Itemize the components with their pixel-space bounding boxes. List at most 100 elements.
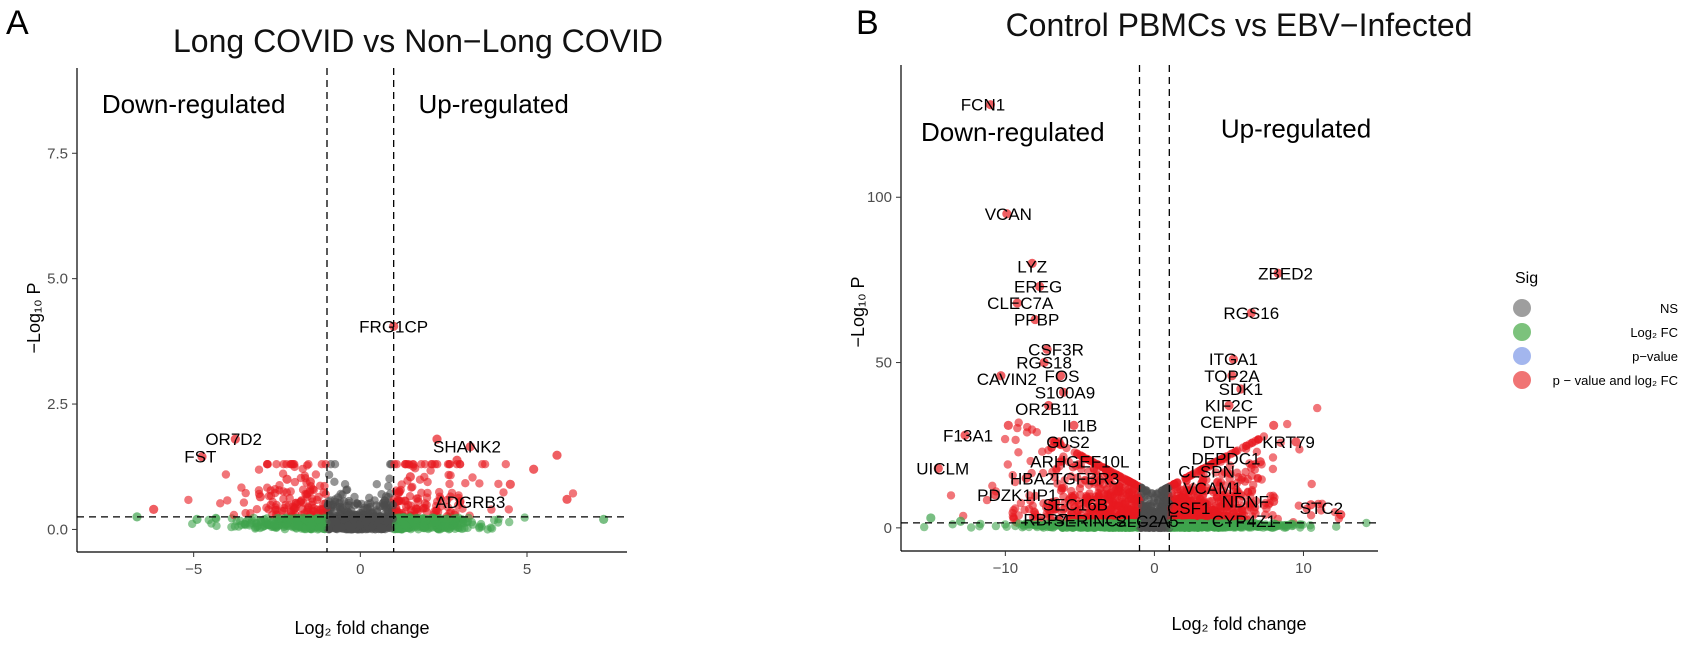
highlight-point [197, 452, 207, 462]
data-point-log2fc [948, 520, 957, 529]
y-tick-label: 0 [884, 520, 892, 537]
data-point-ns [330, 460, 340, 469]
x-tick-label: 10 [1295, 560, 1312, 577]
data-point-ns [355, 520, 364, 530]
data-point-both [420, 499, 429, 508]
data-point-both [279, 506, 289, 515]
data-point-log2fc [419, 521, 428, 530]
data-point-ns [385, 474, 394, 483]
data-point-log2fc [452, 513, 461, 523]
data-point-ns [384, 482, 393, 491]
y-tick-label: 7.5 [47, 145, 68, 162]
x-tick-label: 5 [523, 561, 531, 578]
data-point-ns [380, 503, 390, 512]
data-point-log2fc [1332, 522, 1341, 531]
data-point-log2fc [313, 514, 323, 524]
data-point-ns [366, 499, 375, 508]
data-point-both [446, 492, 455, 501]
legend-items: NS Log₂ FC p−value p − value and log₂ FC [1513, 299, 1678, 389]
x-tick-label: −5 [185, 561, 202, 578]
data-point-both [184, 495, 193, 505]
gene-label: VCAN [985, 205, 1032, 224]
data-point-both [568, 489, 578, 498]
highlight-point [529, 464, 539, 474]
data-point-both [1129, 496, 1139, 505]
data-point-log2fc [227, 522, 236, 532]
data-point-both [468, 473, 477, 482]
data-point-both [501, 460, 510, 469]
point-cloud [920, 403, 1371, 533]
data-point-log2fc [306, 514, 315, 523]
gene-label: CYP4Z1 [1212, 512, 1276, 531]
highlight-point [599, 514, 609, 524]
data-point-log2fc [1001, 520, 1010, 529]
region-label-up: Up-regulated [419, 89, 569, 119]
data-point-log2fc [247, 516, 256, 525]
data-point-both [252, 505, 262, 514]
highlight-point [192, 514, 202, 524]
highlight-point [452, 455, 462, 465]
data-point-both [1268, 464, 1278, 474]
data-point-both [435, 492, 444, 501]
data-point-ns [371, 513, 380, 522]
data-point-log2fc [397, 516, 406, 526]
legend-swatch [1513, 299, 1531, 317]
data-point-both [290, 477, 300, 487]
gene-label: CSF1 [1167, 499, 1210, 518]
data-point-log2fc [459, 516, 468, 526]
data-point-log2fc [279, 522, 289, 532]
data-point-log2fc [241, 520, 250, 530]
legend: Sig NS Log₂ FC p−value p − value and log₂ F… [1513, 270, 1678, 389]
highlight-point [149, 504, 159, 514]
gene-label: KRT79 [1262, 433, 1315, 452]
data-point-log2fc [976, 519, 985, 529]
data-point-ns [330, 477, 339, 486]
legend-item: NS [1513, 299, 1678, 317]
data-point-both [426, 466, 435, 475]
data-point-both [1014, 418, 1023, 427]
data-point-log2fc [440, 519, 450, 528]
gene-label: SHANK2 [433, 438, 501, 457]
data-point-both [311, 470, 321, 479]
panel-a-y-axis-title: −Log₁₀ P [24, 282, 44, 353]
y-tick-label: 100 [867, 189, 892, 206]
gene-label: RGS16 [1223, 304, 1279, 323]
panel-b-x-axis-title: Log₂ fold change [1171, 614, 1306, 634]
data-point-ns [324, 470, 334, 479]
data-point-both [271, 505, 280, 514]
y-tick-label: 50 [875, 355, 892, 372]
highlight-point [552, 450, 562, 460]
data-point-both [286, 460, 295, 469]
highlight-point [405, 472, 415, 482]
data-point-both [445, 479, 454, 489]
data-point-both [453, 501, 463, 510]
data-point-both [221, 470, 231, 479]
data-point-log2fc [256, 516, 265, 526]
legend-swatch [1513, 323, 1531, 341]
data-point-both [423, 488, 432, 498]
data-point-both [405, 460, 414, 469]
data-point-both [216, 499, 225, 508]
data-point-both [298, 464, 307, 474]
data-point-both [443, 460, 453, 469]
data-point-log2fc [430, 517, 439, 527]
gene-label: ZBED2 [1258, 264, 1313, 283]
data-point-both [254, 465, 264, 474]
legend-label: NS [1660, 301, 1678, 316]
legend-label: p−value [1632, 349, 1678, 364]
gene-label: STC2 [1300, 499, 1343, 518]
data-point-log2fc [294, 521, 303, 530]
data-point-both [266, 486, 275, 495]
data-point-both [478, 460, 487, 469]
data-point-both [285, 494, 294, 503]
region-label-down: Down-regulated [921, 117, 1105, 147]
highlight-point [1003, 420, 1013, 430]
data-point-ns [372, 480, 381, 489]
data-point-both [1254, 435, 1263, 444]
panel-b-y-axis-title: −Log₁₀ P [848, 276, 868, 347]
data-point-both [321, 490, 330, 499]
data-point-log2fc [520, 513, 529, 522]
data-point-both [413, 494, 422, 503]
